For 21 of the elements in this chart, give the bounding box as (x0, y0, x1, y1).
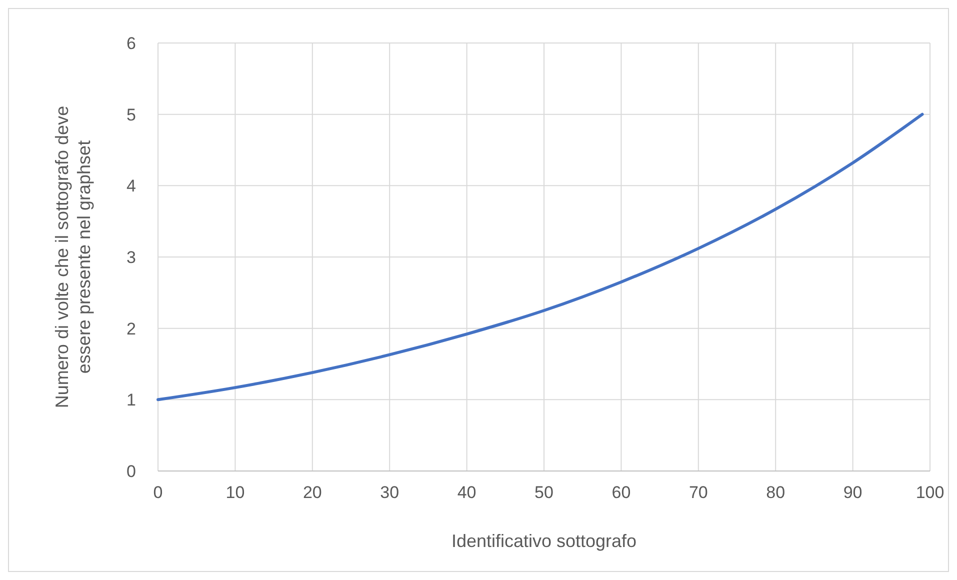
x-tick-label: 40 (457, 483, 476, 502)
y-tick-label: 5 (126, 105, 136, 124)
x-tick-label: 60 (612, 483, 631, 502)
y-tick-label: 0 (126, 462, 136, 481)
y-tick-label: 1 (126, 390, 136, 410)
y-tick-label: 3 (126, 248, 136, 267)
x-axis-title: Identificativo sottografo (451, 531, 637, 551)
x-tick-label: 100 (916, 483, 944, 502)
x-tick-label: 50 (534, 483, 554, 502)
x-tick-label: 10 (226, 483, 245, 502)
y-tick-label: 2 (126, 319, 136, 338)
x-tick-label: 90 (843, 483, 862, 502)
x-tick-label: 70 (688, 483, 708, 502)
x-tick-label: 0 (153, 483, 163, 502)
line-series (156, 112, 924, 402)
y-tick-label: 6 (126, 34, 136, 53)
x-tick-label: 20 (302, 483, 322, 502)
y-axis-title: Numero di volte che il sottografo deve essere presente nel graphset (52, 106, 94, 408)
x-tick-label: 80 (766, 483, 786, 502)
y-tick-label: 4 (126, 176, 136, 196)
x-tick-label: 30 (380, 483, 400, 502)
